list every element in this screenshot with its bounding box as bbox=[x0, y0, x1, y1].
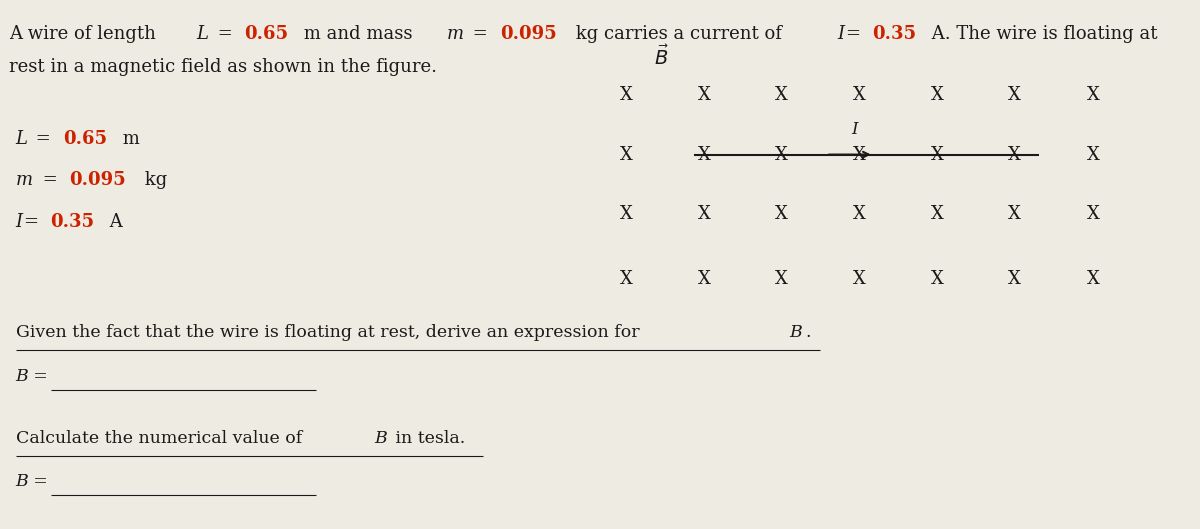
Text: m and mass: m and mass bbox=[299, 25, 419, 43]
Text: I: I bbox=[16, 213, 23, 231]
Text: kg carries a current of: kg carries a current of bbox=[570, 25, 787, 43]
Text: X: X bbox=[619, 205, 632, 223]
Text: 0.095: 0.095 bbox=[70, 171, 126, 189]
Text: X: X bbox=[853, 86, 866, 104]
Text: I: I bbox=[838, 25, 845, 43]
Text: A: A bbox=[104, 213, 124, 231]
Text: m: m bbox=[118, 130, 140, 148]
Text: X: X bbox=[619, 270, 632, 288]
Text: m: m bbox=[446, 25, 463, 43]
Text: Calculate the numerical value of: Calculate the numerical value of bbox=[16, 430, 307, 447]
Text: X: X bbox=[931, 205, 944, 223]
Text: X: X bbox=[931, 86, 944, 104]
Text: 0.65: 0.65 bbox=[64, 130, 107, 148]
Text: Given the fact that the wire is floating at rest, derive an expression for: Given the fact that the wire is floating… bbox=[16, 324, 644, 341]
Text: X: X bbox=[1008, 205, 1021, 223]
Text: X: X bbox=[1008, 270, 1021, 288]
Text: X: X bbox=[853, 145, 866, 163]
Text: =: = bbox=[211, 25, 238, 43]
Text: X: X bbox=[697, 145, 710, 163]
Text: X: X bbox=[1086, 145, 1099, 163]
Text: L: L bbox=[16, 130, 28, 148]
Text: X: X bbox=[775, 86, 787, 104]
Text: X: X bbox=[775, 270, 787, 288]
Text: 0.095: 0.095 bbox=[500, 25, 557, 43]
Text: L: L bbox=[197, 25, 209, 43]
Text: I: I bbox=[851, 121, 858, 138]
Text: X: X bbox=[1008, 145, 1021, 163]
Text: X: X bbox=[1086, 270, 1099, 288]
Text: X: X bbox=[619, 145, 632, 163]
Text: =: = bbox=[24, 213, 46, 231]
Text: 0.35: 0.35 bbox=[50, 213, 94, 231]
Text: =: = bbox=[467, 25, 494, 43]
Text: =: = bbox=[846, 25, 868, 43]
Text: X: X bbox=[619, 86, 632, 104]
Text: rest in a magnetic field as shown in the figure.: rest in a magnetic field as shown in the… bbox=[10, 58, 437, 76]
Text: X: X bbox=[775, 205, 787, 223]
Text: X: X bbox=[1008, 86, 1021, 104]
Text: in tesla.: in tesla. bbox=[390, 430, 466, 447]
Text: B: B bbox=[790, 324, 803, 341]
Text: X: X bbox=[853, 270, 866, 288]
Text: X: X bbox=[1086, 86, 1099, 104]
Text: X: X bbox=[697, 270, 710, 288]
Text: X: X bbox=[931, 270, 944, 288]
Text: X: X bbox=[1086, 205, 1099, 223]
Text: 0.35: 0.35 bbox=[871, 25, 916, 43]
Text: =: = bbox=[37, 171, 64, 189]
Text: A wire of length: A wire of length bbox=[10, 25, 162, 43]
Text: kg: kg bbox=[139, 171, 168, 189]
Text: A. The wire is floating at: A. The wire is floating at bbox=[926, 25, 1158, 43]
Text: =: = bbox=[30, 130, 56, 148]
Text: X: X bbox=[697, 205, 710, 223]
Text: X: X bbox=[931, 145, 944, 163]
Text: B =: B = bbox=[16, 369, 48, 386]
Text: X: X bbox=[697, 86, 710, 104]
Text: B: B bbox=[374, 430, 388, 447]
Text: 0.65: 0.65 bbox=[244, 25, 288, 43]
Text: X: X bbox=[775, 145, 787, 163]
Text: X: X bbox=[853, 205, 866, 223]
Text: $\vec{B}$: $\vec{B}$ bbox=[654, 45, 670, 69]
Text: m: m bbox=[16, 171, 32, 189]
Text: B =: B = bbox=[16, 473, 48, 490]
Text: .: . bbox=[805, 324, 811, 341]
